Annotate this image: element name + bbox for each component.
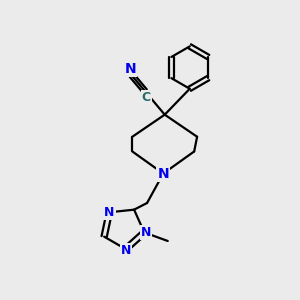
Text: N: N: [124, 62, 136, 76]
Text: N: N: [158, 167, 169, 181]
Text: N: N: [104, 206, 115, 219]
Text: N: N: [140, 226, 151, 239]
Text: C: C: [142, 91, 151, 104]
Text: N: N: [121, 244, 131, 257]
